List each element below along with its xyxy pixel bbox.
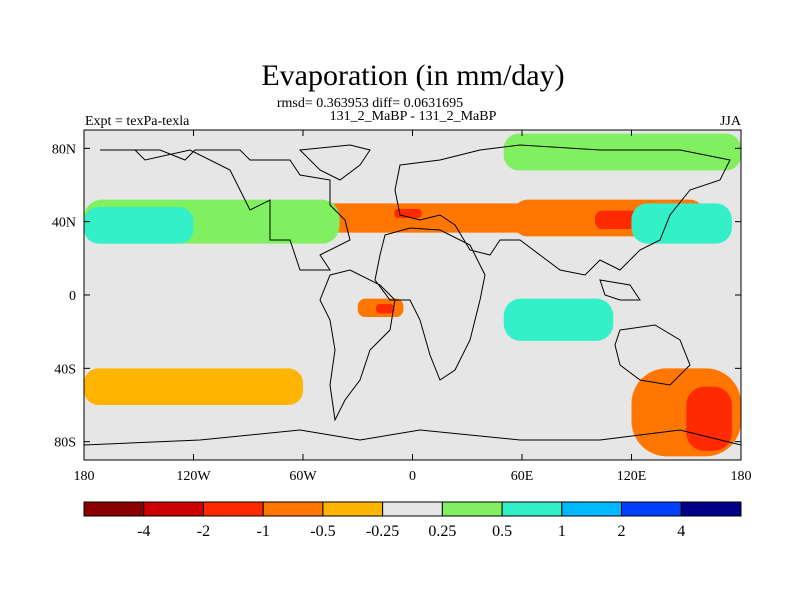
region-north-pacific-strong-positive	[84, 207, 194, 244]
experiment-label: Expt = texPa-texla	[85, 114, 190, 129]
colorbar-label-4: -0.25	[366, 523, 399, 540]
y-tick-label-2: 0	[69, 289, 76, 304]
region-arctic-positive	[503, 133, 741, 171]
region-east-asia-core	[595, 210, 641, 229]
x-tick-label-2: 60W	[289, 469, 317, 484]
chart-title: Evaporation (in mm/day)	[261, 59, 564, 92]
stats-line: rmsd= 0.363953 diff= 0.0631695	[277, 96, 463, 111]
colorbar-swatch-4	[322, 501, 384, 517]
colorbar-label-3: -0.5	[310, 523, 335, 540]
colorbar-swatch-9	[621, 501, 682, 517]
colorbar-label-1: -2	[197, 523, 210, 540]
colorbar-swatch-0	[83, 501, 145, 517]
region-africa-core	[376, 304, 395, 314]
y-tick-label-0: 80N	[52, 142, 76, 157]
colorbar-label-0: -4	[137, 523, 150, 540]
axis-ticks: 180 120W 60W 0 60E 120E 180 80N 40N 0 40S 80S	[52, 130, 752, 484]
coastline-africa	[374, 227, 486, 381]
coastlines	[84, 144, 741, 446]
colorbar-label-6: 0.5	[492, 523, 512, 540]
region-western-pacific-positive	[631, 203, 732, 244]
region-south-pacific-negative	[84, 368, 303, 405]
colorbar-swatch-1	[143, 501, 204, 517]
y-tick-label-3: 40S	[54, 362, 76, 377]
region-tropical-indian-positive	[503, 298, 614, 341]
comparison-label: 131_2_MaBP - 131_2_MaBP	[330, 109, 497, 124]
coastline-south-america	[319, 269, 396, 422]
colorbar-label-5: 0.25	[428, 523, 456, 540]
y-tick-label-4: 80S	[54, 436, 76, 451]
y-tick-label-1: 40N	[52, 216, 76, 231]
season-label: JJA	[720, 114, 742, 129]
x-tick-label-1: 120W	[176, 469, 211, 484]
colorbar-swatch-6	[441, 501, 503, 517]
colorbar-swatch-5	[382, 501, 443, 517]
anomaly-regions	[84, 133, 741, 457]
x-tick-label-5: 120E	[617, 469, 647, 484]
map-panel: 180 120W 60W 0 60E 120E 180 80N 40N 0 40S 80S	[52, 129, 752, 484]
colorbar-label-7: 1	[558, 523, 566, 540]
x-tick-label-4: 60E	[511, 469, 534, 484]
x-tick-label-3: 0	[409, 469, 416, 484]
coastline-greenland	[298, 144, 371, 181]
coastline-antarctica	[84, 429, 741, 446]
coastline-australia	[614, 324, 691, 386]
coastline-north-america	[100, 149, 351, 271]
colorbar: -4 -2 -1 -0.5 -0.25 0.25 0.5 1 2 4	[83, 501, 742, 540]
colorbar-swatch-8	[561, 501, 623, 517]
x-tick-label-6: 180	[731, 469, 752, 484]
colorbar-swatch-10	[680, 501, 742, 517]
colorbar-swatch-7	[501, 501, 563, 517]
colorbar-label-8: 2	[618, 523, 626, 540]
colorbar-label-9: 4	[677, 523, 685, 540]
colorbar-swatch-3	[262, 501, 324, 517]
coastline-eurasia	[394, 144, 731, 276]
coastline-southeast-asia	[599, 279, 641, 301]
x-tick-label-0: 180	[74, 469, 95, 484]
colorbar-swatch-2	[202, 501, 264, 517]
colorbar-label-2: -1	[257, 523, 270, 540]
